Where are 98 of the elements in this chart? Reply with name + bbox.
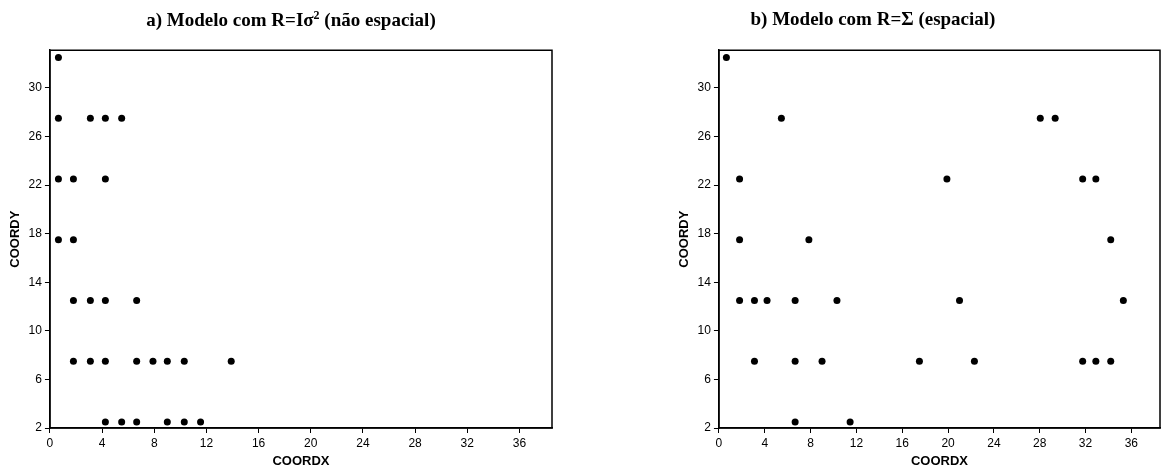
- x-tick-label: 4: [761, 435, 769, 450]
- point: [227, 357, 235, 365]
- point: [69, 175, 77, 183]
- y-tick-label: 26: [28, 128, 43, 143]
- point: [750, 357, 758, 365]
- point: [736, 296, 744, 304]
- x-tick-label: 36: [1124, 435, 1139, 450]
- x-tick-label: 28: [1033, 435, 1047, 450]
- x-tick-label: 24: [987, 435, 1001, 450]
- point: [149, 357, 157, 365]
- point: [86, 357, 94, 365]
- point: [180, 357, 188, 365]
- chart-title: b) Modelo com R=Σ (espacial): [749, 8, 997, 30]
- point: [970, 357, 978, 365]
- point: [86, 114, 94, 122]
- point: [1079, 175, 1087, 183]
- point: [750, 296, 758, 304]
- x-tick-label: 36: [512, 435, 527, 450]
- point: [101, 114, 109, 122]
- x-tick-label: 20: [941, 435, 956, 450]
- point: [86, 296, 94, 304]
- x-axis-title: COORDX: [910, 452, 969, 468]
- x-tick-label: 8: [150, 435, 158, 450]
- y-tick-label: 6: [704, 371, 712, 386]
- x-tick-label: 32: [460, 435, 475, 450]
- x-tick-label: 28: [408, 435, 423, 450]
- point: [956, 296, 964, 304]
- point: [101, 175, 109, 183]
- y-tick-label: 14: [28, 274, 43, 289]
- point: [118, 114, 126, 122]
- y-tick-label: 10: [28, 323, 43, 338]
- point: [915, 357, 923, 365]
- point: [180, 418, 188, 426]
- chart-title: a) Modelo com R=Iσ$^{2}$ (não espacial): [145, 8, 437, 32]
- x-tick-label: 4: [98, 435, 106, 450]
- x-tick-label: 32: [1078, 435, 1093, 450]
- x-tick-label: 0: [715, 435, 723, 450]
- point: [1036, 114, 1044, 122]
- point: [197, 418, 205, 426]
- x-tick-label: 16: [251, 435, 266, 450]
- y-tick-label: 14: [697, 274, 712, 289]
- y-axis-title: COORDY: [676, 210, 692, 268]
- x-tick-label: 12: [199, 435, 214, 450]
- point: [791, 296, 799, 304]
- point: [943, 175, 951, 183]
- point: [763, 296, 771, 304]
- point: [791, 418, 799, 426]
- y-tick-label: 22: [28, 177, 43, 192]
- point: [805, 236, 813, 244]
- x-tick-label: 8: [807, 435, 815, 450]
- point: [777, 114, 785, 122]
- point: [1092, 357, 1100, 365]
- point: [1107, 357, 1115, 365]
- y-tick-label: 30: [28, 80, 43, 95]
- point: [133, 357, 141, 365]
- y-tick-label: 2: [704, 420, 712, 435]
- point: [1079, 357, 1087, 365]
- point: [69, 357, 77, 365]
- x-tick-label: 12: [849, 435, 864, 450]
- point: [163, 357, 171, 365]
- point: [846, 418, 854, 426]
- point: [101, 418, 109, 426]
- y-tick-label: 18: [28, 225, 43, 240]
- point: [54, 114, 62, 122]
- x-tick-label: 24: [356, 435, 370, 450]
- point: [101, 357, 109, 365]
- point: [69, 296, 77, 304]
- point: [736, 236, 744, 244]
- point: [118, 418, 126, 426]
- y-tick-label: 22: [697, 177, 712, 192]
- point: [54, 236, 62, 244]
- x-axis-title: COORDX: [272, 452, 330, 468]
- point: [101, 296, 109, 304]
- x-tick-label: 16: [895, 435, 910, 450]
- y-tick-label: 2: [35, 420, 43, 435]
- point: [818, 357, 826, 365]
- point: [133, 418, 141, 426]
- point: [833, 296, 841, 304]
- y-axis-title: COORDY: [7, 210, 23, 268]
- y-tick-label: 30: [697, 80, 712, 95]
- point: [722, 53, 730, 61]
- x-tick-label: 20: [304, 435, 318, 450]
- point: [69, 236, 77, 244]
- point: [133, 296, 141, 304]
- point: [736, 175, 744, 183]
- y-tick-label: 10: [697, 323, 712, 338]
- point: [1119, 296, 1127, 304]
- point: [1107, 236, 1115, 244]
- point: [1051, 114, 1059, 122]
- point: [791, 357, 799, 365]
- point: [54, 53, 62, 61]
- y-tick-label: 6: [35, 371, 43, 386]
- y-tick-label: 26: [697, 128, 712, 143]
- y-tick-label: 18: [697, 225, 712, 240]
- x-tick-label: 0: [46, 435, 54, 450]
- point: [1092, 175, 1100, 183]
- point: [163, 418, 171, 426]
- point: [54, 175, 62, 183]
